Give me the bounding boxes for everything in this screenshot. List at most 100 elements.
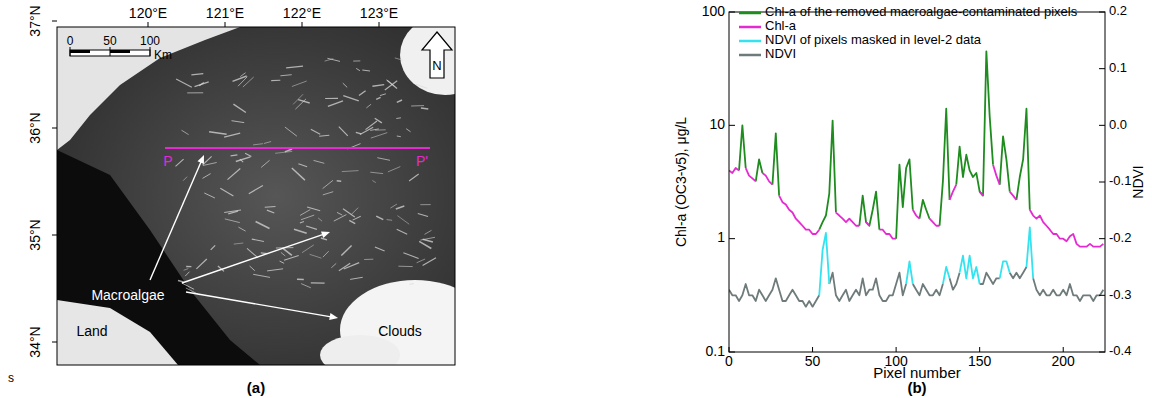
macroalgae-streak <box>238 227 245 231</box>
macroalgae-streak <box>387 80 397 88</box>
lat-label: 35°N <box>27 219 43 250</box>
lon-label: 122°E <box>283 5 321 21</box>
macroalgae-streak <box>234 243 244 244</box>
legend: Chl-a of the removed macroalgae-contamin… <box>739 4 1078 61</box>
macroalgae-streak <box>311 282 325 284</box>
macroalgae-streak <box>302 245 314 253</box>
macroalgae-streak <box>311 129 320 134</box>
macroalgae-streak <box>331 263 336 267</box>
macroalgae-streak <box>351 208 358 215</box>
lat-tick <box>52 342 57 343</box>
y-tick <box>729 12 735 13</box>
y-tick-label: 0.1 <box>706 343 726 359</box>
macroalgae-streak <box>420 204 430 205</box>
macroalgae-streak <box>339 127 348 136</box>
map-image <box>57 27 455 365</box>
macroalgae-streak <box>285 127 297 136</box>
macroalgae-label: Macroalgae <box>91 287 164 303</box>
lat-tick <box>52 128 57 129</box>
macroalgae-streak <box>318 218 322 221</box>
macroalgae-streak <box>323 192 333 195</box>
macroalgae-streak <box>203 156 212 165</box>
macroalgae-streak <box>292 81 307 87</box>
y2-tick-label: -0.1 <box>1109 173 1131 188</box>
y2-tick-label: -0.2 <box>1109 230 1131 245</box>
plot-data <box>729 51 1103 306</box>
macroalgae-streak <box>310 254 322 258</box>
clouds-label: Clouds <box>378 323 422 339</box>
macroalgae-streak <box>328 101 343 106</box>
macroalgae-streak <box>417 259 426 263</box>
margin-text: s <box>8 371 14 385</box>
y2-tick-label: 0.0 <box>1109 117 1127 132</box>
macroalgae-streak <box>421 108 428 109</box>
macroalgae-streak <box>343 96 359 101</box>
scale-bar-segment <box>110 50 130 53</box>
macroalgae-streak <box>359 91 366 96</box>
macroalgae-streak <box>396 117 401 119</box>
panel-caption: (b) <box>907 379 926 396</box>
series-line <box>739 51 1030 238</box>
scale-tick <box>150 47 151 56</box>
y2-tick-label: -0.4 <box>1109 343 1131 358</box>
macroalgae-streak <box>232 121 245 123</box>
macroalgae-streak <box>178 281 184 282</box>
macroalgae-streak <box>298 164 307 167</box>
north-arrow <box>422 32 452 78</box>
macroalgae-streak <box>406 129 410 132</box>
y-tick-label: 10 <box>709 116 725 132</box>
macroalgae-streak <box>350 277 363 279</box>
macroalgae-streak <box>397 100 402 102</box>
macroalgae-streak <box>323 251 329 257</box>
macroalgae-streak <box>185 272 189 276</box>
macroalgae-streak <box>349 220 355 223</box>
macroalgae-streak <box>325 98 338 99</box>
macroalgae-streak <box>334 215 347 222</box>
macroalgae-streak <box>409 283 414 285</box>
land-south <box>57 300 178 365</box>
macroalgae-streak <box>306 226 317 229</box>
macroalgae-streak <box>390 204 397 208</box>
macroalgae-streak <box>403 253 418 259</box>
macroalgae-streak <box>184 269 189 271</box>
macroalgae-streak <box>300 210 310 216</box>
macroalgae-streak <box>425 230 432 234</box>
macroalgae-streak <box>375 247 385 251</box>
y2-tick <box>1099 68 1105 69</box>
macroalgae-streak <box>247 248 258 257</box>
macroalgae-streak <box>265 206 276 208</box>
macroalgae-streak <box>366 104 371 108</box>
macroalgae-streak <box>364 259 373 260</box>
macroalgae-streak <box>337 180 342 182</box>
x-tick-label: 200 <box>1052 353 1076 369</box>
macroalgae-streak <box>370 129 379 131</box>
y2-tick-label: -0.3 <box>1109 287 1131 302</box>
macroalgae-streak <box>300 222 304 223</box>
y-tick <box>729 352 735 353</box>
annotation-arrow <box>150 159 202 280</box>
macroalgae-streak <box>183 177 187 181</box>
y2-tick <box>1099 295 1105 296</box>
lon-tick <box>379 22 380 27</box>
macroalgae-streak <box>253 274 270 277</box>
macroalgae-streak <box>228 169 241 180</box>
macroalgae-streak <box>236 157 251 162</box>
lat-tick <box>52 235 57 236</box>
macroalgae-streak <box>396 206 405 209</box>
macroalgae-streak <box>264 142 271 144</box>
macroalgae-streak <box>280 261 285 263</box>
scale-tick <box>110 47 111 56</box>
macroalgae-streak <box>220 188 233 196</box>
macroalgae-streak <box>301 284 311 288</box>
macroalgae-streak <box>176 159 184 166</box>
macroalgae-streak <box>267 210 274 213</box>
macroalgae-streak <box>250 266 255 271</box>
macroalgae-streak <box>356 132 362 134</box>
macroalgae-streak <box>371 133 388 139</box>
annotation-arrow <box>186 292 334 317</box>
macroalgae-streak <box>343 83 347 87</box>
macroalgae-streak <box>245 153 251 156</box>
y-tick-label: 1 <box>717 229 725 245</box>
macroalgae-streak <box>387 219 393 221</box>
macroalgae-streak <box>321 238 327 240</box>
